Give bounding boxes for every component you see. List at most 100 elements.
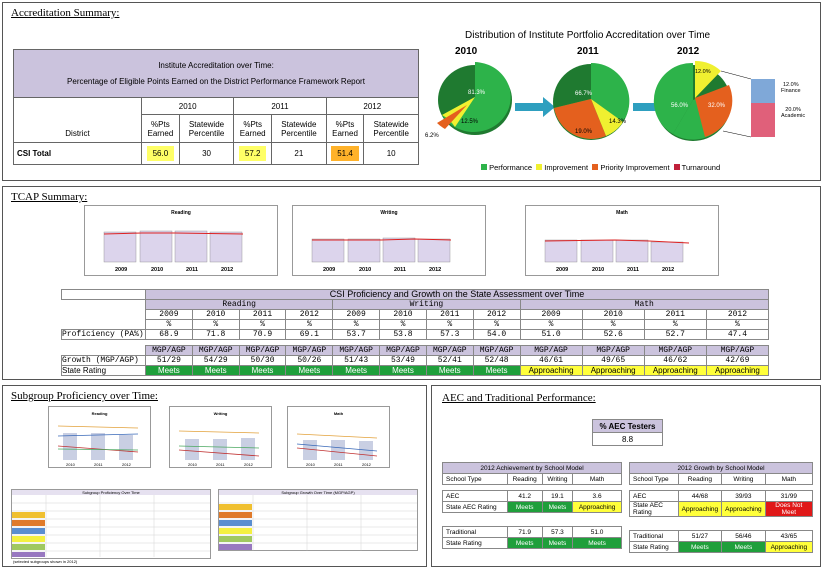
rating-cell: Meets — [541, 537, 574, 549]
row-label: CSI Total — [13, 142, 142, 165]
value-cell: 31/99 — [764, 490, 814, 502]
svg-text:66.7%: 66.7% — [575, 91, 593, 97]
pie-2011: 66.7% 14.3% 19.0% — [553, 62, 630, 140]
svg-text:2011: 2011 — [216, 462, 225, 467]
rating-cell: Meets — [506, 537, 543, 549]
value-cell: 56.0 — [141, 142, 180, 165]
chart-title: Reading — [171, 210, 191, 216]
svg-text:2012: 2012 — [244, 462, 254, 467]
growth-cell: 54/29 — [191, 355, 240, 366]
rating-cell: Meets — [721, 541, 766, 553]
value-cell: 51/27 — [677, 530, 723, 542]
prof-cell: 54.0 — [472, 329, 521, 340]
header-line2: Percentage of Eligible Points Earned on … — [67, 76, 365, 86]
rating-row: State Rating Meets Meets Meets Meets Meets M… — [61, 365, 770, 376]
row-label: Proficiency (PA%) — [61, 329, 146, 340]
testers-label: % AEC Testers — [592, 419, 663, 433]
bar-top-label: 12.0% Finance — [781, 82, 801, 94]
year-cell: 2011 — [425, 309, 474, 320]
pct-cell: % — [191, 319, 240, 330]
mgp-cell: MGP/AGP — [145, 345, 193, 356]
rating-cell: Meets — [191, 365, 240, 376]
rating-cell: Meets — [572, 537, 622, 549]
prof-cell: 71.8 — [191, 329, 240, 340]
svg-text:12.5%: 12.5% — [461, 119, 479, 125]
growth-cell: 42/69 — [705, 355, 770, 366]
subgroup-note: (selected subgroups shown in 2012) — [13, 559, 78, 564]
prof-cell: 57.3 — [425, 329, 474, 340]
value-cell: 51.4 — [325, 142, 365, 165]
row-label: AEC — [629, 490, 679, 502]
distribution-title: Distribution of Institute Portfolio Accr… — [465, 30, 711, 41]
year-row: 2009 2010 2011 2012 2009 2010 2011 2012 2009 20… — [62, 309, 770, 320]
rating-cell: Approaching — [643, 365, 707, 376]
row-label: State AEC Rating — [442, 501, 508, 513]
rating-cell: Approaching — [519, 365, 583, 376]
value-cell: 57.3 — [541, 526, 574, 538]
pct-cell: % — [145, 319, 193, 330]
rating-cell: Meets — [506, 501, 543, 513]
svg-text:2012: 2012 — [362, 462, 372, 467]
subgroup-growth-table: Subgroup Growth Over Time (MGP/AGP) — [218, 489, 418, 551]
bar-top-value: 12.0% — [782, 82, 799, 88]
row-label: State Rating — [61, 365, 146, 376]
prof-cell: 69.1 — [285, 329, 334, 340]
aec-title: AEC and Traditional Performance: — [442, 392, 596, 404]
value-cell: 3.6 — [572, 490, 622, 502]
subgroup-panel: Subgroup Proficiency over Time: Reading … — [2, 385, 427, 567]
rating-cell: Approaching — [764, 541, 814, 553]
year-2011: 2011 — [233, 97, 327, 115]
rating-cell: Meets — [145, 365, 193, 376]
rating-cell: Meets — [425, 365, 474, 376]
rating-cell: Meets — [332, 365, 381, 376]
col-pts: %Pts Earned — [233, 114, 273, 143]
mgp-header-row: MGP/AGP MGP/AGP MGP/AGP MGP/AGP MGP/AGP MGP/… — [61, 345, 770, 356]
growth-cell: 50/30 — [238, 355, 287, 366]
value-cell: 41.2 — [506, 490, 543, 502]
growth-cell: 46/62 — [643, 355, 707, 366]
svg-text:6.2%: 6.2% — [425, 133, 439, 139]
rating-cell: Approaching — [677, 501, 723, 517]
col-pct: Statewide Percentile — [271, 114, 327, 143]
row-label: Traditional — [442, 526, 508, 538]
proficiency-row: Proficiency (PA%) 68.9 71.8 70.9 69.1 53.7 5… — [61, 329, 770, 340]
tcap-table: CSI Proficiency and Growth on the State … — [61, 289, 770, 376]
svg-text:2011: 2011 — [627, 267, 639, 273]
pct-row: %%%% %%%% %%%% — [62, 319, 770, 330]
accreditation-header: Institute Accreditation over Time: Percen… — [13, 49, 419, 98]
pie-2012: 56.0% 32.0% 12.0% — [653, 60, 733, 141]
prof-cell: 51.0 — [519, 329, 583, 340]
rating-cell: Does Not Meet — [764, 501, 814, 517]
svg-text:2012: 2012 — [221, 267, 233, 273]
value-cell: 56/46 — [721, 530, 766, 542]
year-cell: 2010 — [191, 309, 240, 320]
prof-cell: 47.4 — [705, 329, 770, 340]
subject-reading: Reading — [144, 299, 334, 310]
pct-cell: % — [285, 319, 334, 330]
mgp-cell: MGP/AGP — [643, 345, 707, 356]
pie-2010: 81.3% 12.5% 6.2% — [425, 62, 512, 139]
growth-cell: 49/65 — [581, 355, 645, 366]
value-cell: 44/68 — [677, 490, 723, 502]
mgp-cell: MGP/AGP — [581, 345, 645, 356]
row-label: State Rating — [629, 541, 679, 553]
prof-cell: 68.9 — [145, 329, 193, 340]
table-title: 2012 Achievement by School Model — [442, 462, 622, 474]
col-pct: Statewide Percentile — [178, 114, 235, 143]
tcap-table-title: CSI Proficiency and Growth on the State … — [145, 289, 769, 300]
bar-bottom-label: 20.0% Academic — [781, 107, 805, 119]
rating-cell: Meets — [541, 501, 574, 513]
value-cell: 30 — [178, 142, 235, 165]
mgp-cell: MGP/AGP — [472, 345, 521, 356]
legend-swatch — [536, 164, 543, 170]
rating-cell: Approaching — [705, 365, 770, 376]
header-line1: Institute Accreditation over Time: — [158, 60, 274, 70]
svg-text:81.3%: 81.3% — [468, 90, 486, 96]
year-cell: 2010 — [581, 309, 645, 320]
subgroup-proficiency-table: Subgroup Proficiency Over Time — [11, 489, 211, 559]
distribution-pies: 81.3% 12.5% 6.2% 66.7% 14.3% 19.0% 56.0%… — [425, 60, 775, 141]
pct-cell: % — [332, 319, 381, 330]
year-cell: 2011 — [238, 309, 287, 320]
mgp-cell: MGP/AGP — [191, 345, 240, 356]
legend-swatch — [592, 164, 599, 170]
